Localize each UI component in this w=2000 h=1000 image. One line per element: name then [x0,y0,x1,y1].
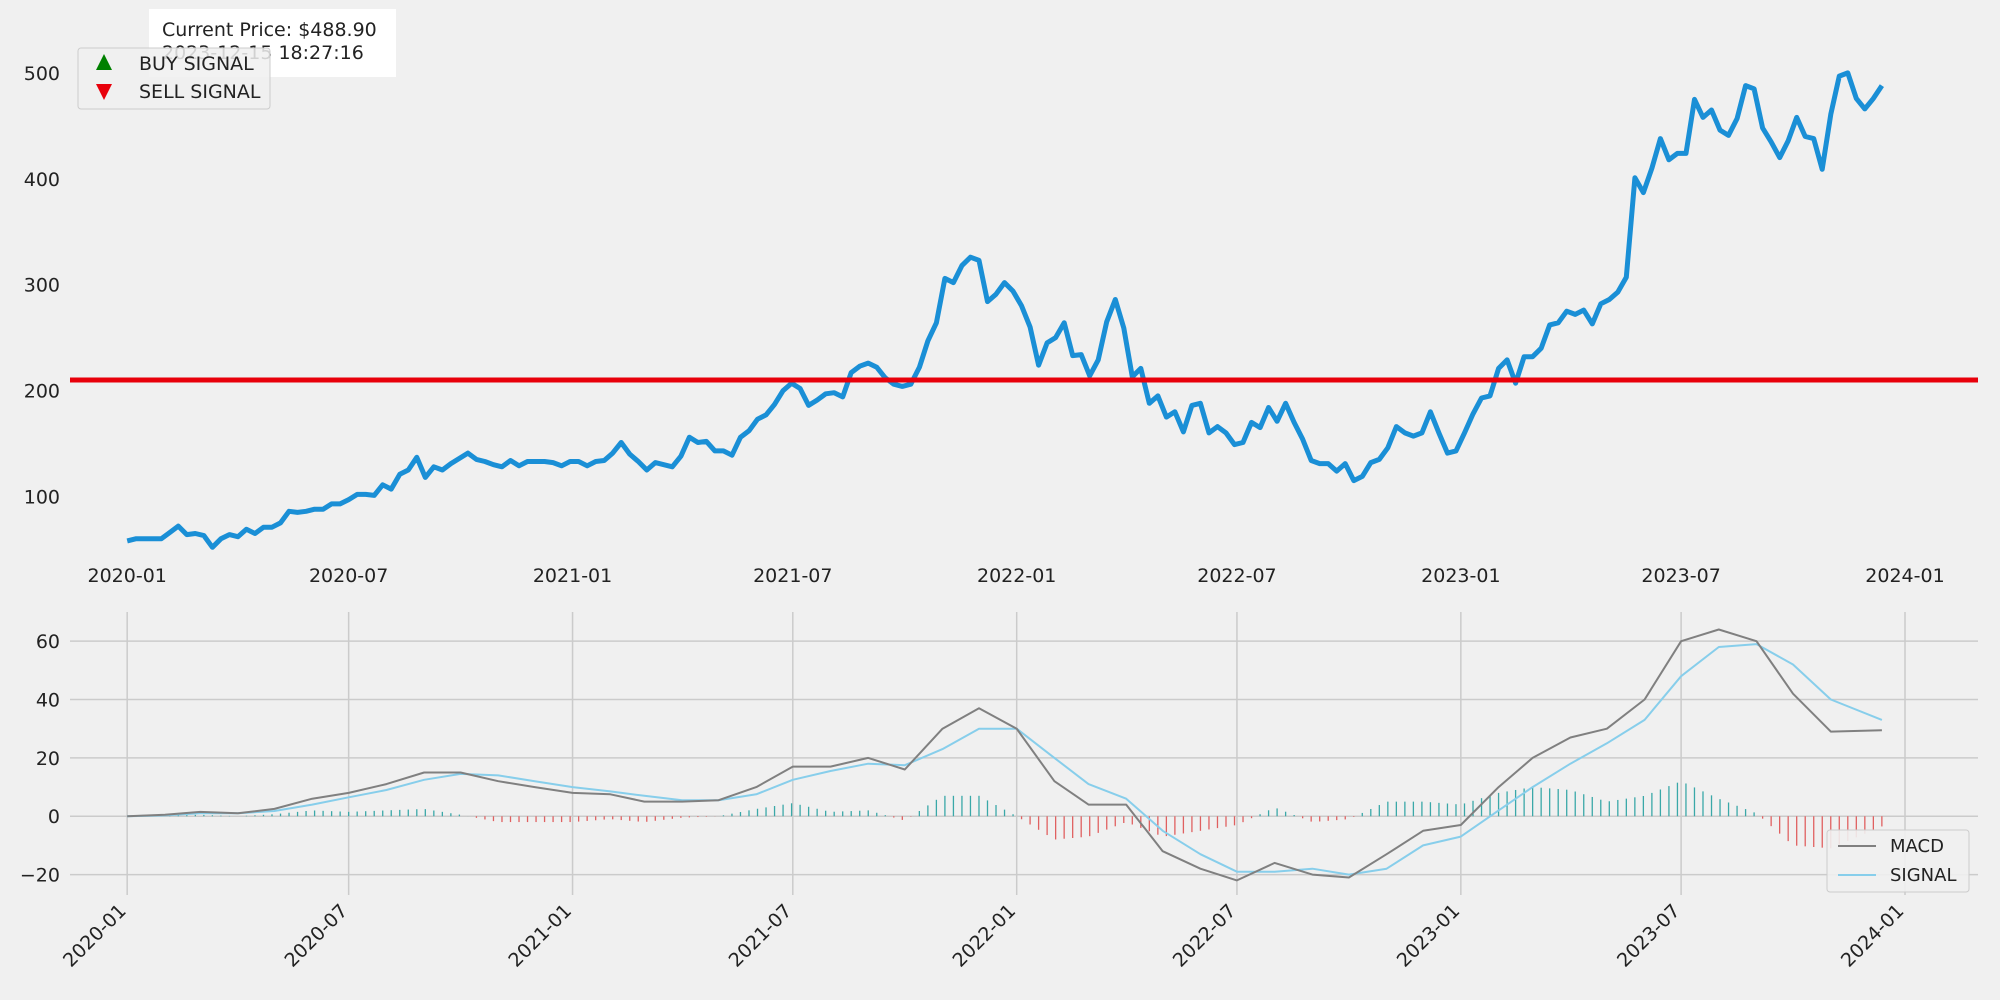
price-line [126,70,1884,550]
price-x-tick-label: 2023-07 [1641,565,1720,587]
price-x-tick-label: 2020-01 [87,565,166,587]
price-x-tick-label: 2024-01 [1865,565,1944,587]
price-y-tick-label: 500 [24,63,60,85]
price-x-tick-label: 2021-01 [533,565,612,587]
macd-x-tick-label: 2020-01 [59,900,131,972]
legend-sell-signal: SELL SIGNAL [139,81,261,103]
macd-x-tick-label: 2023-01 [1393,900,1465,972]
legend-macd: MACD [1890,836,1944,857]
macd-x-tick-label: 2023-07 [1613,900,1685,972]
macd-x-tick-label: 2022-01 [949,900,1021,972]
price-legend: BUY SIGNAL SELL SIGNAL [77,47,271,110]
macd-y-tick-label: 40 [36,690,60,712]
macd-y-tick-label: 0 [48,806,60,828]
macd-y-tick-label: 20 [36,748,60,770]
legend-buy-signal: BUY SIGNAL [139,53,254,75]
price-x-tick-label: 2023-01 [1421,565,1500,587]
price-y-tick-label: 100 [24,486,60,508]
macd-panel: −20 0 20 40 60 2020-01 2020-07 2021-01 2021-07 20… [20,612,1978,972]
price-panel: 100 200 300 400 500 2020-01 2020-07 2021-01 2021… [24,63,1978,587]
legend-signal: SIGNAL [1890,865,1957,886]
price-x-tick-label: 2022-07 [1197,565,1276,587]
macd-line [127,628,1882,882]
macd-x-tick-label: 2020-07 [280,900,352,972]
macd-y-tick-label: 60 [36,631,60,653]
sell-signal-triangle-icon [96,84,112,100]
signal-line [127,643,1883,876]
macd-x-tick-label: 2021-01 [504,900,576,972]
buy-signal-triangle-icon [96,54,112,70]
price-x-tick-label: 2022-01 [977,565,1056,587]
macd-y-tick-label: −20 [20,865,60,887]
current-price-text: Current Price: $488.90 [162,19,377,41]
price-x-tick-label: 2020-07 [309,565,388,587]
macd-x-tick-label: 2022-07 [1169,900,1241,972]
price-y-tick-label: 200 [24,381,60,403]
macd-x-tick-label: 2021-07 [725,900,797,972]
price-x-tick-label: 2021-07 [753,565,832,587]
macd-legend: MACD SIGNAL [1826,829,1970,893]
price-y-tick-label: 300 [24,275,60,297]
price-legend-frame [77,47,271,110]
macd-x-tick-label: 2024-01 [1837,900,1909,972]
price-y-tick-label: 400 [24,169,60,191]
